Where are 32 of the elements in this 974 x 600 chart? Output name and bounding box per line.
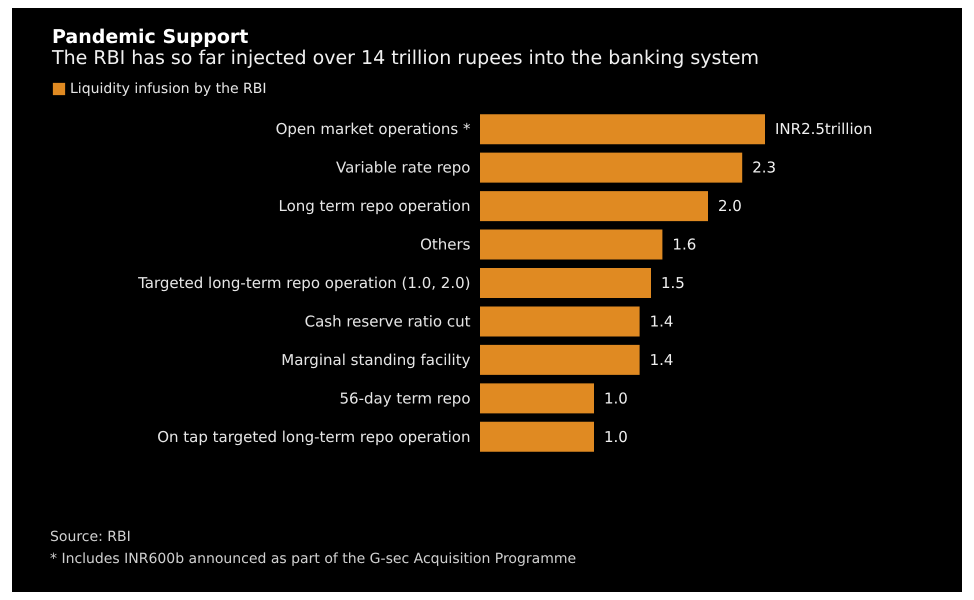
bar <box>480 383 594 414</box>
data-label: 1.6 <box>672 236 696 254</box>
y-tick-label: Cash reserve ratio cut <box>304 312 471 330</box>
data-label: 2.0 <box>718 197 742 216</box>
data-label: 1.0 <box>604 428 628 446</box>
bar <box>480 230 662 260</box>
data-label: 1.0 <box>604 389 628 408</box>
bar <box>480 306 640 336</box>
bar <box>480 191 708 222</box>
data-label: 1.4 <box>650 312 674 330</box>
y-tick-label: On tap targeted long-term repo operation <box>157 428 470 446</box>
y-tick-label: Marginal standing facility <box>281 350 471 369</box>
data-label: 1.4 <box>650 350 674 369</box>
y-tick-label: Long term repo operation <box>278 197 470 216</box>
bar <box>480 344 640 375</box>
chart-subtitle: The RBI has so far injected over 14 trillion rupees into the banking system <box>51 47 760 69</box>
text: * Includes INR600b announced as part of the G-sec Acquisition Programme <box>50 550 576 569</box>
y-tick-label: 56-day term repo <box>339 389 470 408</box>
y-tick-label: Others <box>420 236 471 254</box>
bar <box>480 152 742 183</box>
legend-label: Liquidity infusion by the RBI <box>70 81 266 97</box>
bar <box>480 268 651 298</box>
bar <box>480 422 594 452</box>
data-label: 1.5 <box>661 274 685 292</box>
y-tick-label: Variable rate repo <box>336 158 470 177</box>
text: Pandemic Support <box>52 26 248 48</box>
y-tick-label: Open market operations * <box>276 120 471 138</box>
y-tick-label: Targeted long-term repo operation (1.0, 2.0) <box>137 274 470 292</box>
data-label: 2.3 <box>752 158 776 177</box>
data-label: INR2.5trillion <box>775 120 872 138</box>
source-note: Source: RBI <box>50 528 132 547</box>
bar <box>480 114 765 144</box>
